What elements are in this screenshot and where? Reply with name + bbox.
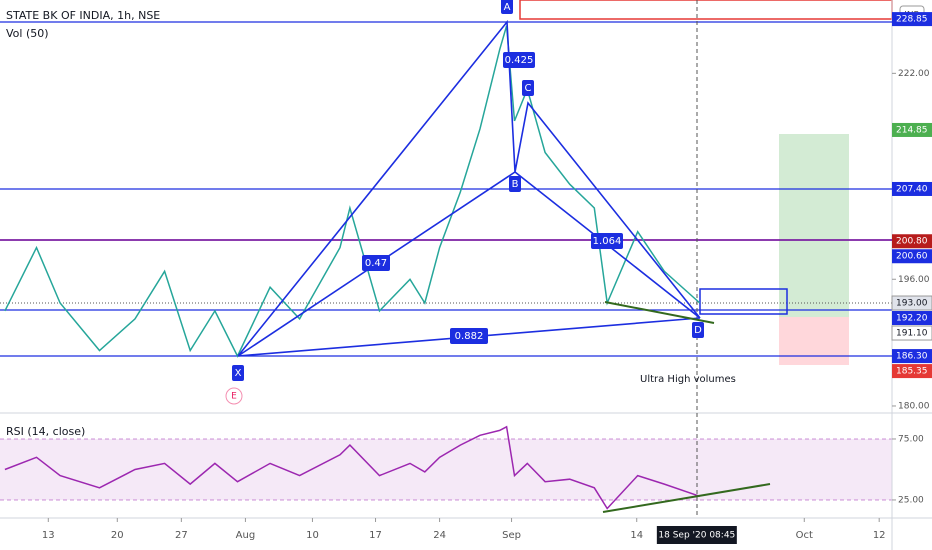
ratio-label: 1.064 — [593, 236, 622, 247]
price-label: 228.85 — [896, 15, 928, 25]
price-label: 193.00 — [896, 299, 928, 309]
ratio-box — [450, 328, 488, 344]
point-label: C — [525, 83, 532, 94]
symbol-title: STATE BK OF INDIA, 1h, NSE — [6, 9, 160, 22]
ratio-label: 0.425 — [505, 55, 534, 66]
label-box — [501, 0, 513, 14]
x-tick-label: 13 — [42, 530, 55, 541]
y-tick-label: 75.00 — [898, 434, 924, 444]
x-tick-label: Oct — [796, 530, 813, 541]
divergence-line — [602, 483, 771, 513]
ratio-box — [591, 233, 623, 249]
price-label: 200.60 — [896, 252, 928, 262]
label-box — [522, 80, 534, 96]
x-tick-label: 20 — [111, 530, 124, 541]
harmonic-pattern — [237, 19, 701, 357]
divergence-line — [604, 301, 715, 324]
x-tick-label: 12 — [873, 530, 886, 541]
price-label-box — [892, 181, 932, 196]
label-box — [509, 176, 521, 192]
price-line — [4, 25, 701, 358]
label-box — [232, 365, 244, 381]
y-tick-label: 222.00 — [898, 69, 930, 79]
price-label-box — [892, 364, 932, 379]
price-label: 191.10 — [896, 329, 928, 339]
box — [699, 288, 788, 315]
cursor-label: 18 Sep '20 08:45 — [658, 531, 735, 541]
x-tick-label: 10 — [306, 530, 319, 541]
ratio-label: 0.882 — [455, 331, 484, 342]
x-tick-label: 27 — [175, 530, 188, 541]
price-label: 185.35 — [896, 367, 928, 377]
point-label: B — [512, 179, 519, 190]
price-label-box — [892, 311, 932, 326]
ratio-box — [362, 255, 390, 271]
target-zone — [779, 134, 849, 317]
price-label: 186.30 — [896, 352, 928, 362]
rsi-title: RSI (14, close) — [6, 425, 85, 438]
price-label-box — [891, 325, 932, 341]
rsi-band — [0, 439, 892, 500]
price-label-box — [892, 12, 932, 27]
price-label: 200.80 — [896, 237, 928, 247]
volume-title: Vol (50) — [6, 27, 49, 40]
point-label: X — [235, 368, 242, 379]
ratio-label: 0.47 — [365, 258, 387, 269]
y-tick-label: 25.00 — [898, 495, 924, 505]
price-label: 207.40 — [896, 184, 928, 194]
point-label: D — [694, 325, 702, 336]
pattern-labels: A X B C D E 0.425 0.47 1.064 0.882 Ultra… — [225, 0, 736, 405]
price-label: 192.20 — [896, 314, 928, 324]
stop-zone — [779, 317, 849, 365]
annotation: Ultra High volumes — [640, 374, 736, 385]
y-tick-label: 196.00 — [898, 275, 930, 285]
price-label-box — [892, 249, 932, 264]
x-tick-label: 14 — [630, 530, 643, 541]
price-label-box — [892, 349, 932, 364]
price-label-box — [891, 295, 932, 311]
ratio-box — [503, 52, 535, 68]
event-label: E — [231, 392, 237, 402]
cursor-box — [656, 526, 737, 544]
point-label: A — [504, 2, 511, 13]
y-tick-label: 180.00 — [898, 401, 930, 411]
x-tick-label: Sep — [502, 530, 521, 541]
x-tick-label: 24 — [433, 530, 446, 541]
x-tick-label: 17 — [369, 530, 382, 541]
label-box — [692, 322, 704, 338]
event-marker[interactable] — [225, 387, 243, 405]
rsi-line — [4, 425, 701, 510]
x-tick-label: Aug — [236, 530, 256, 541]
box — [519, 0, 893, 20]
price-label-box — [892, 122, 932, 137]
price-label: 214.85 — [896, 125, 928, 135]
price-label-box — [892, 234, 932, 249]
